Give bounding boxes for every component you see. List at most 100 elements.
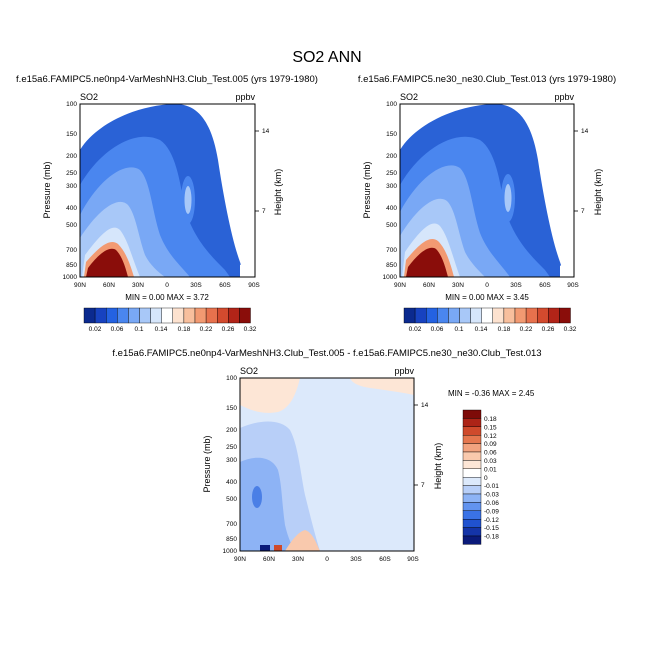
panel-2-left-label: SO2 — [400, 92, 418, 102]
diff-contour-negative-core — [252, 486, 262, 508]
svg-text:14: 14 — [421, 402, 429, 409]
svg-text:60N: 60N — [423, 282, 435, 289]
svg-text:60N: 60N — [263, 556, 275, 563]
svg-text:0: 0 — [165, 282, 169, 289]
svg-text:0.14: 0.14 — [475, 326, 488, 333]
panel-2-contour-max — [406, 247, 448, 277]
svg-text:60S: 60S — [219, 282, 231, 289]
svg-text:30N: 30N — [132, 282, 144, 289]
panel-1-contour-upper-blob-core — [184, 186, 192, 214]
svg-text:90N: 90N — [74, 282, 86, 289]
panel-1-title: f.e15a6.FAMIPC5.ne0np4-VarMeshNH3.Club_T… — [16, 74, 318, 85]
svg-text:250: 250 — [66, 170, 77, 177]
svg-text:0.15: 0.15 — [484, 424, 497, 431]
svg-text:700: 700 — [226, 521, 237, 528]
svg-text:0.32: 0.32 — [564, 326, 577, 333]
svg-text:400: 400 — [226, 479, 237, 486]
diff-panel-ylabel: Pressure (mb) — [202, 435, 212, 492]
diff-contour-positive-top — [240, 378, 300, 413]
svg-text:14: 14 — [262, 128, 270, 135]
svg-text:400: 400 — [66, 205, 77, 212]
panel-1-left-label: SO2 — [80, 92, 98, 102]
svg-text:0.18: 0.18 — [498, 326, 511, 333]
svg-text:60S: 60S — [539, 282, 551, 289]
diff-panel-y2label: Height (km) — [433, 443, 443, 490]
svg-text:150: 150 — [226, 405, 237, 412]
svg-text:1000: 1000 — [223, 548, 238, 555]
panel-2-contour-upper-blob-core — [504, 184, 512, 212]
panel-1-y2label: Height (km) — [273, 169, 283, 216]
panel-1-right-label: ppbv — [235, 92, 255, 102]
figure-title: SO2 ANN — [292, 49, 361, 66]
diff-contour-surface-max — [274, 545, 282, 551]
svg-text:0.32: 0.32 — [244, 326, 257, 333]
svg-text:30S: 30S — [510, 282, 522, 289]
panel-1: f.e15a6.FAMIPC5.ne0np4-VarMeshNH3.Club_T… — [16, 74, 318, 333]
panel-2-x-axis: 90N 60N 30N 0 30S 60S 90S — [394, 282, 579, 289]
svg-text:30N: 30N — [452, 282, 464, 289]
svg-text:300: 300 — [66, 183, 77, 190]
svg-text:-0.15: -0.15 — [484, 525, 499, 532]
svg-text:0.26: 0.26 — [222, 326, 235, 333]
svg-text:90S: 90S — [248, 282, 260, 289]
svg-text:0: 0 — [325, 556, 329, 563]
diff-panel: f.e15a6.FAMIPC5.ne0np4-VarMeshNH3.Club_T… — [112, 348, 541, 563]
svg-text:0.22: 0.22 — [520, 326, 533, 333]
svg-text:-0.01: -0.01 — [484, 483, 499, 490]
svg-text:-0.18: -0.18 — [484, 534, 499, 541]
panel-1-colorbar: 0.02 0.06 0.1 0.14 0.18 0.22 0.26 0.32 — [83, 307, 257, 333]
svg-text:0.12: 0.12 — [484, 433, 497, 440]
diff-panel-y2-axis: 14 7 — [414, 402, 429, 489]
svg-text:-0.12: -0.12 — [484, 517, 499, 524]
svg-text:0.01: 0.01 — [484, 466, 497, 473]
panel-2-minmax: MIN = 0.00 MAX = 3.45 — [445, 293, 529, 302]
svg-text:150: 150 — [386, 131, 397, 138]
panel-2: f.e15a6.FAMIPC5.ne30_ne30.Club_Test.013 … — [358, 74, 616, 333]
svg-text:90S: 90S — [567, 282, 579, 289]
panel-1-contour-max — [86, 248, 128, 277]
svg-text:500: 500 — [386, 222, 397, 229]
svg-text:300: 300 — [226, 457, 237, 464]
svg-text:0.03: 0.03 — [484, 458, 497, 465]
svg-text:0: 0 — [485, 282, 489, 289]
diff-contour-surface-min — [260, 545, 270, 551]
svg-text:500: 500 — [66, 222, 77, 229]
panel-2-colorbar: 0.02 0.06 0.1 0.14 0.18 0.22 0.26 0.32 — [403, 307, 577, 333]
panel-1-y2-axis: 14 7 — [255, 128, 270, 215]
svg-text:90N: 90N — [394, 282, 406, 289]
svg-text:0.09: 0.09 — [484, 441, 497, 448]
svg-text:-0.06: -0.06 — [484, 500, 499, 507]
diff-panel-colorbar: 0.18 0.15 0.12 0.09 0.06 0.03 0.01 0 -0.… — [462, 409, 499, 545]
svg-text:700: 700 — [386, 247, 397, 254]
svg-text:1000: 1000 — [63, 274, 78, 281]
panel-2-title: f.e15a6.FAMIPC5.ne30_ne30.Club_Test.013 … — [358, 74, 616, 85]
svg-text:30N: 30N — [292, 556, 304, 563]
panel-2-right-label: ppbv — [554, 92, 574, 102]
svg-text:100: 100 — [386, 101, 397, 108]
panel-2-y-axis: 100 150 200 250 300 400 500 700 850 1000 — [383, 101, 398, 281]
svg-text:0.02: 0.02 — [409, 326, 422, 333]
diff-panel-plot-frame — [239, 377, 415, 552]
diff-panel-title: f.e15a6.FAMIPC5.ne0np4-VarMeshNH3.Club_T… — [112, 348, 541, 359]
svg-text:0.06: 0.06 — [111, 326, 124, 333]
svg-text:850: 850 — [386, 262, 397, 269]
svg-text:200: 200 — [66, 153, 77, 160]
panel-1-contour-right-edge — [240, 246, 255, 277]
panel-1-plot-frame — [79, 103, 256, 278]
svg-text:1000: 1000 — [383, 274, 398, 281]
svg-text:300: 300 — [386, 183, 397, 190]
svg-text:60S: 60S — [379, 556, 391, 563]
svg-text:150: 150 — [66, 131, 77, 138]
diff-panel-right-label: ppbv — [394, 366, 414, 376]
svg-text:500: 500 — [226, 496, 237, 503]
svg-text:400: 400 — [386, 205, 397, 212]
svg-text:250: 250 — [226, 444, 237, 451]
svg-text:7: 7 — [262, 208, 266, 215]
panel-2-y2label: Height (km) — [593, 169, 603, 216]
svg-text:100: 100 — [66, 101, 77, 108]
svg-text:850: 850 — [226, 536, 237, 543]
panel-2-contour-right-edge — [560, 246, 574, 277]
svg-text:0.02: 0.02 — [89, 326, 102, 333]
svg-text:0.06: 0.06 — [431, 326, 444, 333]
svg-text:7: 7 — [421, 482, 425, 489]
